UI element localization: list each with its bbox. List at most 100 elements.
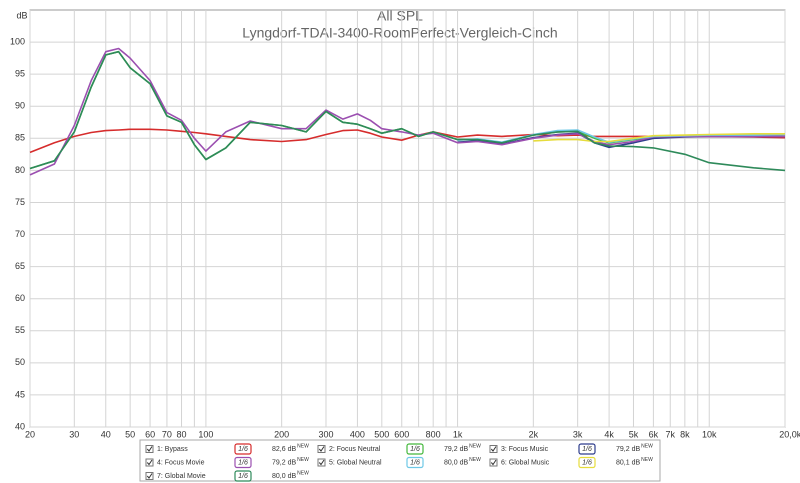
legend-smoothing: 1/6 bbox=[238, 446, 248, 453]
legend-check bbox=[490, 446, 497, 452]
x-tick-label: 50 bbox=[125, 429, 135, 439]
legend-level: 79,2 dB bbox=[272, 459, 296, 466]
legend-smoothing: 1/6 bbox=[238, 473, 248, 480]
x-tick-label: 70 bbox=[162, 429, 172, 439]
legend-entry: 7: Global Movie 1/6 80,0 dB NEW bbox=[145, 470, 309, 482]
legend-check bbox=[146, 473, 153, 479]
x-tick-label: 5k bbox=[629, 429, 639, 439]
x-tick-label: 8k bbox=[680, 429, 690, 439]
legend-entry: 1: Bypass 1/6 82,6 dB NEW bbox=[145, 443, 309, 455]
y-axis-label: dB bbox=[16, 10, 27, 20]
legend-smoothing: 1/6 bbox=[410, 459, 420, 466]
legend-level-tag: NEW bbox=[641, 443, 653, 449]
y-tick-label: 75 bbox=[15, 197, 25, 207]
y-tick-label: 85 bbox=[15, 133, 25, 143]
legend-level: 79,2 dB bbox=[444, 446, 468, 453]
x-tick-label: 40 bbox=[101, 429, 111, 439]
legend-smoothing-button bbox=[234, 456, 252, 469]
x-tick-label: 100 bbox=[198, 429, 213, 439]
chart-title: All SPL bbox=[377, 8, 423, 24]
legend-level-tag: NEW bbox=[297, 443, 309, 449]
legend-smoothing: 1/6 bbox=[582, 459, 592, 466]
y-tick-label: 40 bbox=[15, 421, 25, 431]
x-tick-label: 200 bbox=[274, 429, 289, 439]
x-tick-label: 60 bbox=[145, 429, 155, 439]
series-line bbox=[29, 128, 786, 154]
legend-checkbox bbox=[145, 445, 154, 453]
legend-name: 1: Bypass bbox=[157, 446, 188, 453]
x-tick-label: 20 bbox=[25, 429, 35, 439]
legend-level: 80,0 dB bbox=[272, 473, 296, 480]
legend-checkbox bbox=[145, 472, 154, 480]
y-tick-label: 65 bbox=[15, 261, 25, 271]
x-tick-label: 500 bbox=[374, 429, 389, 439]
y-tick-label: 60 bbox=[15, 293, 25, 303]
grid bbox=[29, 10, 786, 428]
legend-check bbox=[146, 459, 153, 466]
legend-name: 3: Focus Music bbox=[501, 446, 549, 453]
series-line bbox=[29, 50, 786, 172]
y-tick-label: 70 bbox=[15, 229, 25, 239]
legend-level: 82,6 dB bbox=[272, 446, 296, 453]
legend-level-tag: NEW bbox=[469, 443, 481, 449]
x-tick-label: 4k bbox=[604, 429, 614, 439]
legend-level: 80,0 dB bbox=[444, 459, 468, 466]
legend-entry: 5: Global Neutral 1/6 80,0 dB NEW bbox=[317, 456, 481, 469]
legend-name: 6: Global Music bbox=[501, 459, 550, 466]
y-tick-label: 55 bbox=[15, 325, 25, 335]
legend-check bbox=[146, 446, 153, 452]
series-line bbox=[29, 47, 785, 176]
y-tick-label: 90 bbox=[15, 101, 25, 111]
legend-smoothing-button bbox=[406, 443, 424, 455]
legend-entry: 3: Focus Music 1/6 79,2 dB NEW bbox=[489, 443, 653, 455]
y-tick-label: 50 bbox=[15, 357, 25, 367]
legend-level: 79,2 dB bbox=[616, 446, 640, 453]
legend-check bbox=[490, 459, 497, 466]
legend-level: 80,1 dB bbox=[616, 459, 640, 466]
x-tick-label: 400 bbox=[350, 429, 365, 439]
legend-checkbox bbox=[145, 458, 154, 467]
y-tick-label: 45 bbox=[15, 389, 25, 399]
legend-check bbox=[318, 459, 325, 466]
legend-checkbox bbox=[317, 458, 326, 467]
legend-level-tag: NEW bbox=[297, 470, 309, 476]
legend-smoothing-button bbox=[234, 470, 252, 482]
legend-smoothing: 1/6 bbox=[238, 459, 248, 466]
legend-smoothing: 1/6 bbox=[410, 446, 420, 453]
legend-box bbox=[139, 439, 661, 482]
legend-entry: 6: Global Music 1/6 80,1 dB NEW bbox=[489, 457, 653, 469]
legend-level-tag: NEW bbox=[469, 457, 481, 463]
legend-smoothing-button bbox=[578, 443, 596, 455]
legend-checkbox bbox=[317, 445, 326, 453]
y-tick-label: 95 bbox=[15, 69, 25, 79]
legend-entry: 4: Focus Movie 1/6 79,2 dB NEW bbox=[145, 456, 309, 469]
legend-smoothing-button bbox=[406, 456, 424, 469]
legend-level-tag: NEW bbox=[641, 457, 653, 463]
chart-subtitle: Lyngdorf-TDAI-3400-RoomPerfect-Vergleich… bbox=[242, 25, 557, 41]
legend-checkbox bbox=[489, 458, 498, 467]
x-tick-label: 30 bbox=[69, 429, 79, 439]
x-tick-label: 600 bbox=[394, 429, 409, 439]
x-tick-label: 10k bbox=[702, 429, 717, 439]
x-tick-label: 6k bbox=[649, 429, 659, 439]
legend-name: 7: Global Movie bbox=[157, 473, 206, 480]
legend-smoothing: 1/6 bbox=[582, 446, 592, 453]
y-tick-label: 80 bbox=[15, 165, 25, 175]
x-tick-label: 7k bbox=[665, 429, 675, 439]
legend-name: 5: Global Neutral bbox=[329, 459, 382, 466]
legend-check bbox=[318, 446, 325, 452]
legend-name: 4: Focus Movie bbox=[157, 459, 205, 466]
series-line bbox=[533, 133, 785, 143]
x-tick-label: 2k bbox=[529, 429, 539, 439]
x-tick-label: 300 bbox=[318, 429, 333, 439]
legend-level-tag: NEW bbox=[297, 457, 309, 463]
x-tick-label: 80 bbox=[177, 429, 187, 439]
x-tick-label: 1k bbox=[453, 429, 463, 439]
x-tick-label: 3k bbox=[573, 429, 583, 439]
plot-area bbox=[29, 9, 786, 428]
x-tick-label: 20,0k Hz bbox=[779, 429, 800, 439]
legend-entry: 2: Focus Neutral 1/6 79,2 dB NEW bbox=[317, 443, 481, 455]
y-tick-label: 100 bbox=[10, 36, 25, 46]
x-tick-label: 800 bbox=[426, 429, 441, 439]
